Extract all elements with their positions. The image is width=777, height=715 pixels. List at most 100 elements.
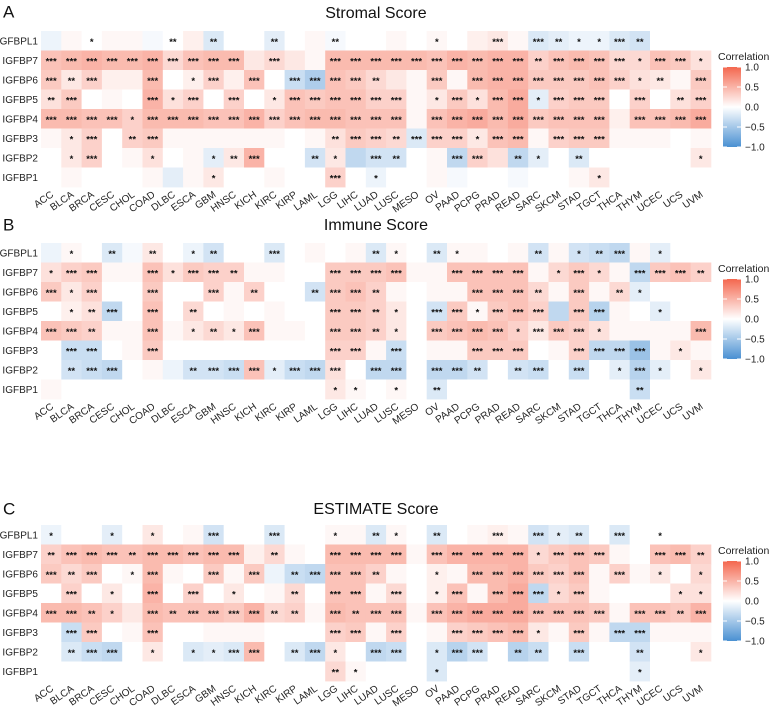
heatmap-cell <box>244 661 265 682</box>
significance-stars: ** <box>291 609 299 620</box>
heatmap-cell <box>345 167 367 188</box>
heatmap-cell <box>487 243 509 263</box>
significance-stars: ** <box>68 76 76 87</box>
significance-stars: *** <box>208 366 219 377</box>
significance-stars: *** <box>107 115 118 126</box>
heatmap-cell <box>670 564 691 584</box>
heatmap-cell <box>670 282 691 302</box>
significance-stars: *** <box>147 570 158 581</box>
heatmap-cell <box>447 321 468 341</box>
heatmap-cell <box>284 282 306 302</box>
significance-stars: *** <box>614 249 625 260</box>
column-label: UVM <box>681 683 706 705</box>
significance-stars: ** <box>372 249 380 260</box>
heatmap-cell <box>203 50 225 71</box>
heatmap-cell <box>386 379 407 400</box>
heatmap-cell <box>223 642 245 662</box>
heatmap-cell <box>386 128 407 149</box>
significance-stars: *** <box>573 570 584 581</box>
heatmap-cell <box>406 360 428 380</box>
heatmap-cell <box>345 340 367 361</box>
heatmap-cell <box>81 642 103 662</box>
heatmap-cell <box>203 262 225 283</box>
significance-stars: *** <box>452 628 463 639</box>
significance-stars: *** <box>66 628 77 639</box>
row-label: IGFBP1 <box>2 173 38 184</box>
heatmap-cell <box>467 525 488 545</box>
significance-stars: *** <box>370 268 381 279</box>
significance-stars: * <box>130 115 134 126</box>
significance-stars: * <box>212 648 216 659</box>
heatmap-cell <box>487 661 509 682</box>
significance-stars: *** <box>634 346 645 357</box>
significance-stars: *** <box>391 550 402 561</box>
heatmap-cell <box>467 128 488 149</box>
heatmap-cell <box>467 321 488 341</box>
row-label: IGFBP5 <box>2 307 38 318</box>
heatmap-cell <box>61 525 82 545</box>
heatmap-cell <box>183 321 204 341</box>
significance-stars: *** <box>46 115 57 126</box>
significance-stars: ** <box>311 154 319 165</box>
heatmap-cell <box>406 544 428 565</box>
heatmap-cell <box>223 321 245 341</box>
heatmap-cell <box>670 360 691 380</box>
column-label: UVM <box>681 401 706 423</box>
heatmap-cell <box>203 525 225 545</box>
heatmap-cell <box>244 262 265 283</box>
heatmap-cell <box>447 301 468 322</box>
significance-stars: ** <box>129 550 137 561</box>
heatmap-cell <box>690 262 712 283</box>
heatmap-cell <box>61 603 82 623</box>
heatmap-cell <box>345 148 367 168</box>
significance-stars: *** <box>695 327 706 338</box>
legend-tick-label: −1.0 <box>745 355 765 366</box>
significance-stars: *** <box>472 327 483 338</box>
heatmap-cell <box>589 321 610 341</box>
significance-stars: *** <box>269 531 280 542</box>
significance-stars: * <box>476 307 480 318</box>
heatmap-cell <box>548 583 570 604</box>
row-label: IGFBP7 <box>2 268 38 279</box>
significance-stars: *** <box>310 76 321 87</box>
significance-stars: *** <box>533 307 544 318</box>
significance-stars: *** <box>66 327 77 338</box>
significance-stars: *** <box>86 76 97 87</box>
heatmap-cell <box>487 109 509 129</box>
heatmap-cell <box>548 148 570 168</box>
significance-stars: ** <box>88 307 96 318</box>
heatmap-cell <box>487 544 509 565</box>
significance-stars: * <box>70 154 74 165</box>
heatmap-cell <box>690 148 712 168</box>
significance-stars: *** <box>573 648 584 659</box>
significance-stars: *** <box>452 550 463 561</box>
significance-stars: * <box>394 531 398 542</box>
heatmap-cell <box>528 243 549 263</box>
heatmap-cell <box>284 243 306 263</box>
heatmap-cell <box>365 301 387 322</box>
heatmap-cell <box>122 583 143 604</box>
heatmap-cell <box>447 340 468 361</box>
significance-stars: *** <box>614 346 625 357</box>
heatmap-cell <box>122 564 143 584</box>
heatmap-cell <box>447 148 468 168</box>
significance-stars: *** <box>695 115 706 126</box>
heatmap-cell <box>183 661 204 682</box>
significance-stars: *** <box>350 327 361 338</box>
significance-stars: *** <box>46 288 57 299</box>
heatmap-cell <box>609 31 631 51</box>
heatmap-cell <box>142 544 164 565</box>
significance-stars: *** <box>553 570 564 581</box>
heatmap-cell <box>609 583 631 604</box>
heatmap-cell <box>365 262 387 283</box>
significance-stars: *** <box>675 56 686 67</box>
significance-stars: *** <box>107 307 118 318</box>
significance-stars: *** <box>147 56 158 67</box>
legend-colorbar <box>723 67 741 147</box>
significance-stars: * <box>536 628 540 639</box>
heatmap-cell <box>162 360 184 380</box>
heatmap-cell <box>345 89 367 110</box>
heatmap-cell <box>609 50 631 71</box>
row-label: IGFBPL1 <box>0 530 38 541</box>
heatmap-cell <box>426 109 448 129</box>
